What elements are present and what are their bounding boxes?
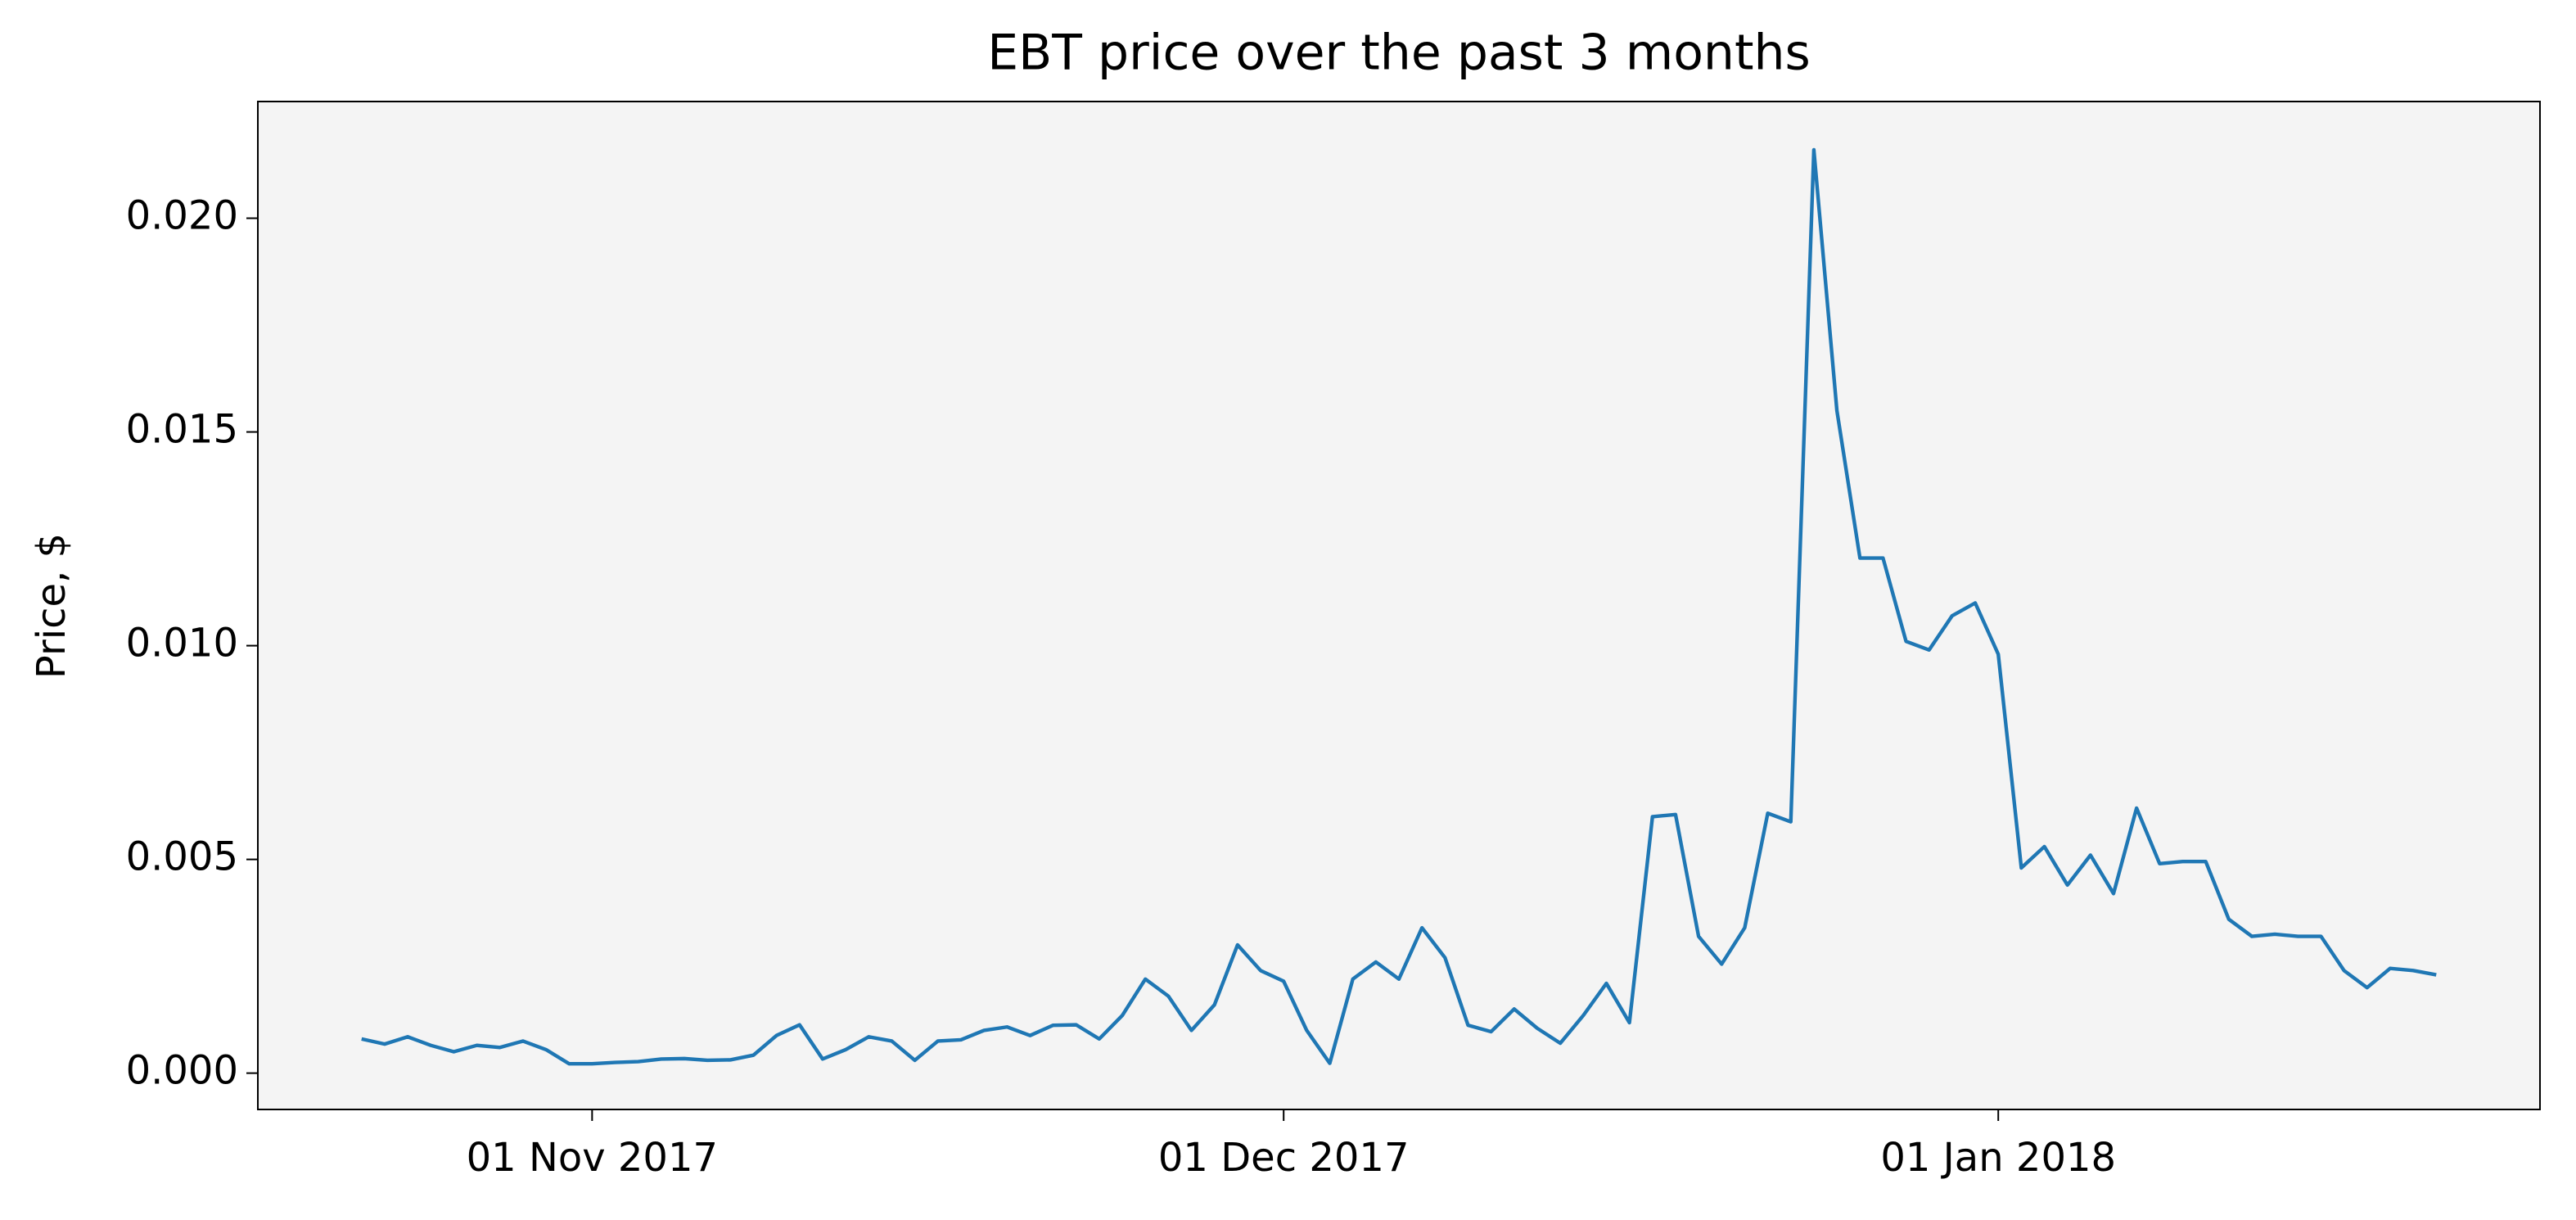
line-series: [361, 147, 2437, 1066]
y-tick-label: 0.015: [126, 407, 238, 453]
x-tick-label: 01 Nov 2017: [467, 1135, 718, 1181]
y-axis-label: Price, $: [29, 533, 74, 679]
y-tick-label: 0.020: [126, 193, 238, 239]
y-tick-label: 0.010: [126, 621, 238, 666]
x-tick-label: 01 Jan 2018: [1880, 1135, 2116, 1181]
y-tick-label: 0.005: [126, 834, 238, 880]
x-tick-label: 01 Dec 2017: [1158, 1135, 1410, 1181]
plot-frame: [257, 101, 2541, 1110]
plot-background: [258, 102, 2540, 1109]
chart-title: EBT price over the past 3 months: [987, 25, 1811, 82]
y-tick-label: 0.000: [126, 1048, 238, 1094]
